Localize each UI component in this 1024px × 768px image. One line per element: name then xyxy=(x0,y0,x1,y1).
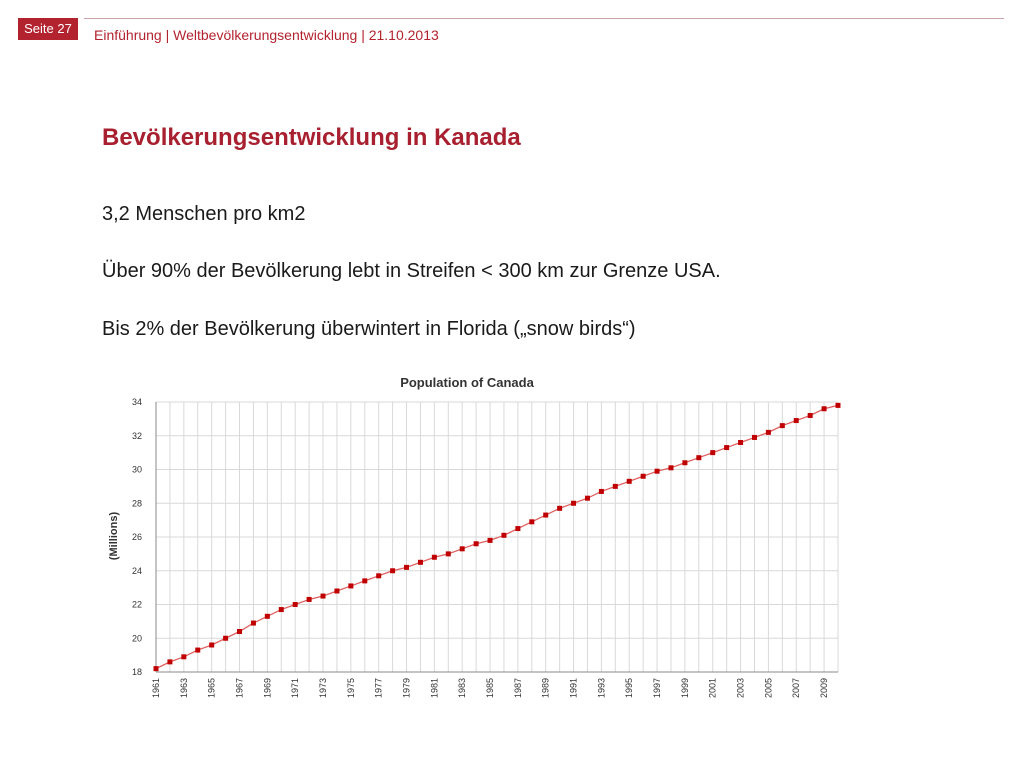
data-point xyxy=(417,559,423,565)
x-tick-label: 1963 xyxy=(179,678,189,698)
data-point xyxy=(348,583,354,589)
data-point xyxy=(529,519,535,525)
x-tick-label: 1977 xyxy=(374,678,384,698)
data-point xyxy=(821,406,827,412)
data-point xyxy=(487,537,493,543)
data-point xyxy=(153,666,159,672)
y-tick-label: 30 xyxy=(132,465,142,475)
x-tick-label: 1991 xyxy=(569,678,579,698)
data-point xyxy=(390,568,396,574)
y-axis-label: (Millions) xyxy=(108,512,120,561)
data-point xyxy=(571,500,577,506)
data-point xyxy=(320,593,326,599)
data-point xyxy=(264,613,270,619)
header-rule xyxy=(84,18,1004,19)
data-point xyxy=(473,541,479,547)
x-tick-label: 1983 xyxy=(457,678,467,698)
data-point xyxy=(209,642,215,648)
x-tick-label: 1975 xyxy=(346,678,356,698)
x-tick-label: 1995 xyxy=(624,678,634,698)
data-point xyxy=(640,473,646,479)
y-tick-label: 22 xyxy=(132,600,142,610)
y-tick-label: 28 xyxy=(132,498,142,508)
y-tick-label: 24 xyxy=(132,566,142,576)
x-tick-label: 2009 xyxy=(819,678,829,698)
data-point xyxy=(710,450,716,456)
data-point xyxy=(584,495,590,501)
data-point xyxy=(793,418,799,424)
x-tick-label: 1981 xyxy=(429,678,439,698)
data-point xyxy=(404,564,410,570)
x-tick-label: 2001 xyxy=(708,678,718,698)
x-tick-label: 1997 xyxy=(652,678,662,698)
x-tick-label: 1973 xyxy=(318,678,328,698)
data-point xyxy=(751,434,757,440)
breadcrumb: Einführung | Weltbevölkerungsentwicklung… xyxy=(94,27,439,43)
data-point xyxy=(835,402,841,408)
x-tick-label: 1987 xyxy=(513,678,523,698)
data-point xyxy=(598,488,604,494)
x-tick-label: 1999 xyxy=(680,678,690,698)
data-point xyxy=(459,546,465,552)
y-tick-label: 34 xyxy=(132,397,142,407)
x-tick-label: 1967 xyxy=(235,678,245,698)
x-tick-label: 1993 xyxy=(596,678,606,698)
x-tick-label: 1965 xyxy=(207,678,217,698)
data-point xyxy=(167,659,173,665)
y-tick-label: 32 xyxy=(132,431,142,441)
data-point xyxy=(292,602,298,607)
data-point xyxy=(654,468,660,474)
data-point xyxy=(501,532,507,538)
data-point xyxy=(612,483,618,489)
data-point xyxy=(765,429,771,435)
axes xyxy=(155,402,838,673)
data-point xyxy=(696,455,702,461)
bullet-snow-birds: Bis 2% der Bevölkerung überwintert in Fl… xyxy=(102,318,636,340)
bullet-border-strip: Über 90% der Bevölkerung lebt in Streife… xyxy=(102,260,721,282)
bullet-density: 3,2 Menschen pro km2 xyxy=(102,203,306,225)
data-point xyxy=(250,620,256,626)
data-point xyxy=(181,654,187,660)
data-point xyxy=(223,635,229,641)
data-point xyxy=(807,413,813,418)
x-tick-label: 1979 xyxy=(402,678,412,698)
data-point xyxy=(515,526,521,532)
series-population xyxy=(153,402,841,672)
data-point xyxy=(724,445,730,451)
x-tick-label: 2007 xyxy=(791,678,801,698)
x-tick-label: 2005 xyxy=(763,678,773,698)
y-tick-label: 20 xyxy=(132,633,142,643)
data-point xyxy=(682,460,688,466)
data-point xyxy=(543,512,549,518)
x-tick-label: 2003 xyxy=(736,678,746,698)
y-tick-label: 26 xyxy=(132,532,142,542)
y-tick-label: 18 xyxy=(132,667,142,677)
data-point xyxy=(306,596,312,602)
data-point xyxy=(376,573,382,579)
population-chart: Population of Canada (Millions) 18 20 22 24… xyxy=(108,375,841,698)
data-point xyxy=(237,629,243,634)
data-point xyxy=(334,588,340,594)
data-point xyxy=(779,423,785,429)
data-point xyxy=(626,478,632,484)
x-tick-label: 1971 xyxy=(290,678,300,698)
data-point xyxy=(557,505,563,511)
x-tick-label: 1961 xyxy=(151,678,161,698)
data-point xyxy=(195,647,201,653)
x-tick-label: 1969 xyxy=(262,678,272,698)
x-tick-label: 1989 xyxy=(541,678,551,698)
page-number-badge: Seite 27 xyxy=(18,18,78,40)
data-point xyxy=(362,578,368,584)
data-point xyxy=(445,551,451,557)
slide-title: Bevölkerungsentwicklung in Kanada xyxy=(102,124,521,151)
tick-labels: 18 20 22 24 26 28 30 32 34 1961 1963 1965 1967 1969 19… xyxy=(132,397,829,698)
data-point xyxy=(738,440,744,445)
grid-lines xyxy=(155,401,839,673)
data-point xyxy=(668,465,674,471)
data-point xyxy=(431,554,437,560)
data-point xyxy=(278,607,284,613)
chart-title: Population of Canada xyxy=(400,375,534,390)
x-tick-label: 1985 xyxy=(485,678,495,698)
